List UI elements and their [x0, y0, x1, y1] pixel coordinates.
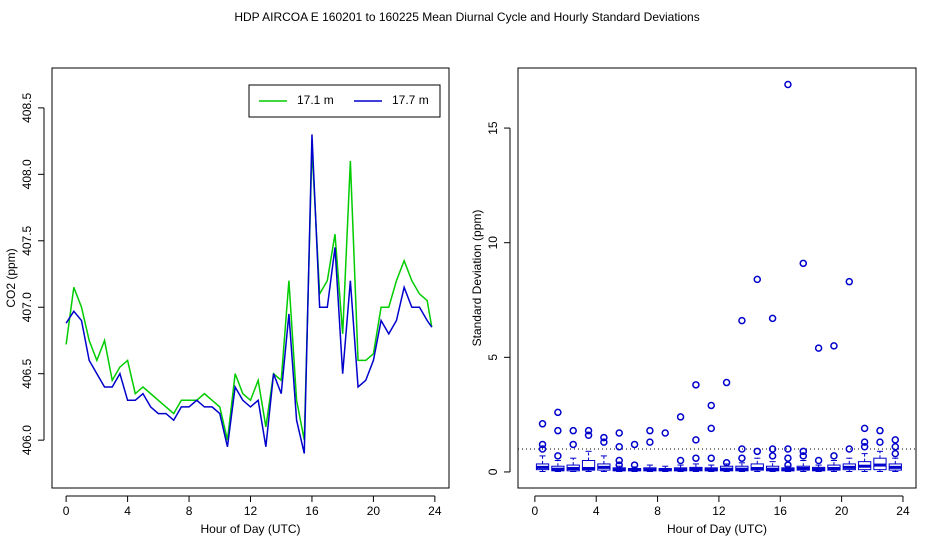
x-tick-label: 16	[774, 504, 788, 518]
y-tick-label: 408.5	[20, 93, 34, 123]
x-tick-label: 24	[896, 504, 910, 518]
outlier	[538, 440, 547, 449]
outlier	[615, 429, 623, 437]
outlier	[707, 401, 715, 410]
legend-label: 17.1 m	[297, 93, 334, 107]
outlier	[738, 454, 746, 462]
outlier	[692, 454, 700, 462]
plot-frame	[51, 67, 450, 489]
x-tick-label: 20	[367, 504, 381, 518]
outlier	[814, 456, 823, 465]
outlier	[615, 461, 623, 469]
box	[581, 459, 596, 471]
x-tick-label: 4	[593, 504, 600, 518]
y-axis-title: Standard Deviation (ppm)	[470, 210, 484, 347]
outlier	[600, 438, 608, 446]
x-tick-label: 8	[654, 504, 661, 518]
outlier	[768, 314, 777, 323]
outlier	[891, 436, 900, 444]
outlier	[799, 447, 808, 456]
outlier	[814, 344, 823, 352]
x-axis-title: Hour of Day (UTC)	[667, 522, 767, 536]
outlier	[799, 259, 808, 268]
outlier	[830, 452, 838, 460]
y-tick-label: 5	[486, 354, 500, 361]
outlier	[584, 426, 593, 435]
outlier	[784, 445, 792, 453]
x-tick-label: 8	[186, 504, 193, 518]
outlier	[768, 445, 777, 453]
outlier	[676, 456, 685, 465]
outlier	[692, 436, 700, 444]
outlier	[630, 440, 639, 449]
outlier	[768, 452, 777, 460]
plot-frame	[517, 67, 917, 489]
outlier	[569, 426, 577, 435]
y-tick-label: 407.0	[20, 292, 34, 322]
outlier	[630, 461, 639, 469]
outlier	[860, 442, 869, 451]
outlier	[830, 342, 838, 350]
y-tick-label: 407.5	[20, 225, 34, 255]
y-tick-label: 406.0	[20, 425, 34, 455]
outlier	[600, 433, 608, 442]
y-tick-label: 406.5	[20, 358, 34, 388]
x-tick-label: 16	[305, 504, 319, 518]
outlier	[569, 440, 577, 449]
outlier	[753, 447, 762, 456]
outlier	[876, 438, 884, 446]
series-line	[65, 147, 433, 441]
outlier	[584, 431, 593, 440]
x-tick-label: 12	[712, 504, 726, 518]
outlier	[615, 442, 623, 451]
outlier	[891, 449, 900, 458]
outlier	[707, 454, 715, 462]
outlier	[799, 452, 808, 460]
outlier	[738, 445, 746, 453]
x-axis-title: Hour of Day (UTC)	[200, 522, 300, 536]
outlier	[860, 438, 869, 446]
y-tick-label: 15	[486, 121, 500, 135]
outlier	[661, 429, 669, 437]
y-tick-label: 408.0	[20, 159, 34, 189]
outlier	[891, 442, 900, 451]
x-tick-label: 0	[532, 504, 539, 518]
outlier	[876, 426, 884, 435]
x-tick-label: 4	[124, 504, 131, 518]
outlier	[784, 461, 792, 469]
outlier	[738, 316, 746, 325]
outlier	[692, 381, 700, 389]
x-tick-label: 20	[835, 504, 849, 518]
outlier	[784, 80, 792, 89]
outlier	[784, 454, 792, 462]
outlier	[722, 459, 731, 467]
x-tick-label: 24	[428, 504, 442, 518]
chart-title: HDP AIRCOA E 160201 to 160225 Mean Diurn…	[234, 10, 699, 24]
y-axis-title: CO2 (ppm)	[4, 248, 18, 307]
outlier	[554, 408, 562, 417]
outlier	[845, 277, 854, 286]
outlier	[753, 275, 762, 284]
x-tick-label: 0	[63, 504, 70, 518]
outlier	[538, 445, 547, 453]
outlier	[615, 456, 623, 465]
outlier	[646, 438, 654, 446]
y-tick-label: 10	[486, 236, 500, 250]
outlier	[554, 452, 562, 460]
legend-label: 17.7 m	[392, 93, 429, 107]
outlier	[676, 413, 685, 421]
outlier	[722, 378, 731, 387]
outlier	[538, 420, 547, 428]
outlier	[646, 426, 654, 435]
y-tick-label: 0	[486, 468, 500, 475]
outlier	[845, 445, 854, 453]
series-line	[65, 134, 433, 454]
x-tick-label: 12	[244, 504, 258, 518]
outlier	[707, 424, 715, 433]
outlier	[860, 424, 869, 433]
outlier	[554, 426, 562, 435]
